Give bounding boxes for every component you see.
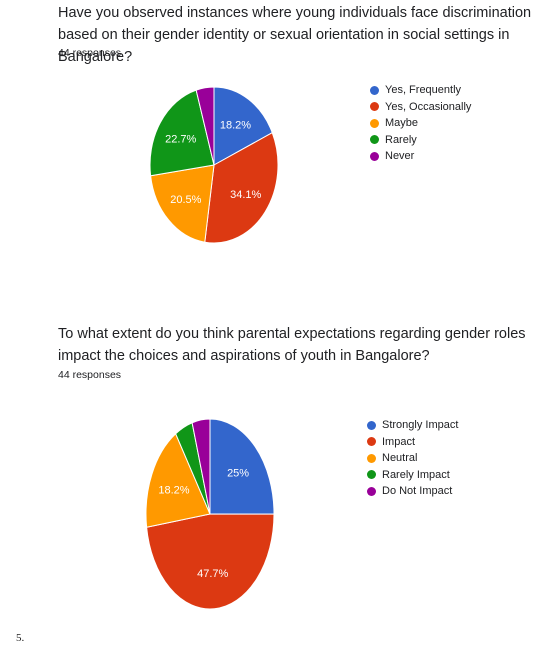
legend-label: Maybe [385,117,419,130]
pie-slice-yes-frequently [213,86,273,166]
legend-swatch [370,151,379,161]
legend-item: Yes, Frequently [370,82,471,99]
legend-item: Rarely Impact [367,467,458,484]
legend-label: Strongly Impact [382,419,459,432]
pie-slice-rarely [149,89,215,177]
legend-swatch [370,118,379,128]
chart-1-response-count: 44 responses [58,47,122,59]
legend-label: Never [385,150,415,163]
legend-swatch [370,102,379,112]
chart-2-question: To what extent do you think parental exp… [58,326,526,364]
legend-swatch [367,420,376,430]
legend-item: Neutral [367,450,458,467]
pie-data-label: 47.7% [197,568,228,580]
legend-label: Rarely [385,133,417,146]
chart-2-response-count: 44 responses [58,369,122,381]
pie-slice-yes-occasionally [204,131,279,244]
legend-item: Never [370,148,471,165]
legend-swatch [367,486,376,496]
pie-slice-neutral [145,432,211,528]
chart-1-pie: 18.2% 34.1% 20.5% 22.7% [149,86,279,244]
legend-label: Yes, Occasionally [385,100,472,113]
pie-data-label: 22.7% [165,134,196,146]
legend-item: Maybe [370,115,471,132]
legend-swatch [367,453,376,463]
pie-slice-do-not-impact [191,418,211,515]
legend-swatch [370,135,379,145]
pie-data-label: 34.1% [230,189,261,201]
pie-data-label: 20.5% [170,194,201,206]
legend-item: Do Not Impact [367,483,458,500]
chart-2-pie: 25% 47.7% 18.2% [145,418,275,610]
legend-swatch [370,85,379,95]
legend-item: Impact [367,434,458,451]
pie-data-label: 18.2% [220,119,251,131]
legend-label: Yes, Frequently [385,84,462,97]
pie-slice-maybe [150,164,215,243]
chart-1-legend: Yes, Frequently Yes, Occasionally Maybe Rar… [370,82,471,165]
chart-2-legend: Strongly Impact Impact Neutral Rarely Impac… [367,417,458,500]
legend-item: Strongly Impact [367,417,458,434]
pie-slice-impact [146,513,275,610]
legend-swatch [367,437,376,447]
legend-label: Rarely Impact [382,468,450,481]
pie-slice-never [195,86,215,166]
pie-data-label: 25% [227,467,249,479]
legend-label: Impact [382,435,416,448]
pie-data-label: 18.2% [158,484,189,496]
legend-item: Yes, Occasionally [370,99,471,116]
legend-label: Neutral [382,452,418,465]
legend-item: Rarely [370,132,471,149]
chart-1-question: Have you observed instances where young … [58,5,532,65]
legend-swatch [367,470,376,480]
legend-label: Do Not Impact [382,485,453,498]
pie-slice-strongly-impact [209,418,275,515]
footnote: 5. [16,632,25,644]
